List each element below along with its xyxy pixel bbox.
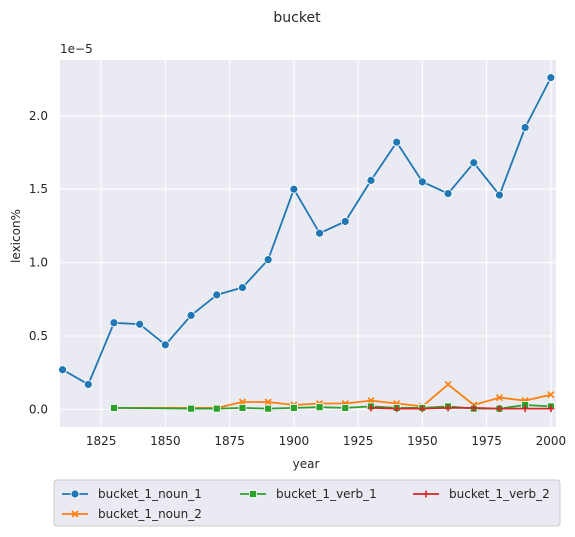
data-point-marker <box>264 398 272 406</box>
series-line <box>370 406 551 410</box>
y-tick-label: 0.0 <box>29 402 48 416</box>
y-axis-label: lexicon% <box>9 209 23 263</box>
data-point-marker <box>422 490 430 498</box>
data-point-marker <box>187 404 195 413</box>
data-point-marker <box>495 394 504 402</box>
data-point-marker <box>366 175 376 185</box>
data-point-marker <box>521 405 529 413</box>
x-tick-label: 1850 <box>150 434 181 448</box>
data-point-marker <box>470 404 478 412</box>
legend-label: bucket_1_verb_1 <box>276 487 377 501</box>
y-tick-label: 0.5 <box>29 329 48 343</box>
data-point-marker <box>418 405 426 413</box>
data-point-marker <box>547 391 555 399</box>
data-point-marker <box>249 490 257 498</box>
data-point-marker <box>393 405 401 413</box>
data-point-marker <box>315 228 324 238</box>
legend-label: bucket_1_noun_1 <box>98 487 202 501</box>
series-line <box>114 383 552 409</box>
data-point-marker <box>70 489 80 499</box>
x-tick-label: 1925 <box>343 434 374 448</box>
data-point-marker <box>83 380 93 389</box>
data-point-marker <box>495 405 503 413</box>
x-tick-label: 1900 <box>279 434 310 448</box>
grid <box>60 60 556 427</box>
data-point-marker <box>264 404 273 413</box>
x-tick-label: 2000 <box>536 434 567 448</box>
legend: bucket_1_noun_1 bucket_1_noun_2 bucket_1_v… <box>53 479 561 527</box>
y-tick-label: 2.0 <box>29 109 48 123</box>
data-point-marker <box>289 184 299 194</box>
x-axis-label: year <box>293 457 320 471</box>
data-point-marker <box>160 340 170 350</box>
data-point-marker <box>238 283 247 292</box>
data-point-marker <box>289 404 298 412</box>
legend-item: bucket_1_verb_1 <box>240 487 377 501</box>
data-point-marker <box>212 404 221 413</box>
y-tick-label: 1.5 <box>29 182 48 196</box>
data-point-marker <box>443 189 453 198</box>
data-point-marker <box>263 255 273 265</box>
data-point-marker <box>186 311 196 320</box>
data-point-marker <box>367 404 375 412</box>
data-point-marker <box>341 404 350 412</box>
data-point-marker <box>212 290 222 300</box>
data-point-marker <box>417 177 427 187</box>
chart-title: bucket <box>273 10 321 26</box>
y-tick-label: 1.0 <box>29 256 48 270</box>
data-point-marker <box>110 404 118 412</box>
data-point-marker <box>520 123 530 132</box>
data-point-marker <box>546 73 556 83</box>
x-tick-label: 1950 <box>407 434 438 448</box>
legend-item: bucket_1_verb_2 <box>413 487 550 501</box>
data-point-marker <box>547 405 555 413</box>
data-point-marker <box>495 190 504 200</box>
legend-label: bucket_1_noun_2 <box>98 507 202 521</box>
data-point-marker <box>238 404 247 412</box>
plot-area <box>60 60 556 427</box>
data-point-marker <box>109 318 119 328</box>
legend-item: bucket_1_noun_2 <box>62 507 202 521</box>
x-tick-label: 1975 <box>471 434 502 448</box>
data-point-marker <box>58 365 67 375</box>
legend-box <box>53 479 561 527</box>
data-point-marker <box>71 510 79 518</box>
legend-label: bucket_1_verb_2 <box>449 487 550 501</box>
data-point-marker <box>340 217 350 226</box>
x-tick-label: 1825 <box>86 434 117 448</box>
data-point-marker <box>392 137 402 147</box>
data-point-marker <box>469 158 479 168</box>
data-point-marker <box>444 380 452 388</box>
series-layer <box>58 73 556 413</box>
series-bucket_1_noun_1 <box>58 73 556 389</box>
y-scale-label: 1e−5 <box>60 42 93 56</box>
series-bucket_1_verb_2 <box>367 404 555 413</box>
series-line <box>62 77 552 386</box>
data-point-marker <box>444 404 452 412</box>
data-point-marker <box>135 319 145 329</box>
data-point-marker <box>315 403 324 412</box>
axis-ticks: 1825 1850 1875 1900 1925 1950 1975 2000 0.0 0.5 1.… <box>29 109 566 448</box>
legend-item: bucket_1_noun_1 <box>62 487 202 501</box>
x-tick-label: 1875 <box>214 434 245 448</box>
